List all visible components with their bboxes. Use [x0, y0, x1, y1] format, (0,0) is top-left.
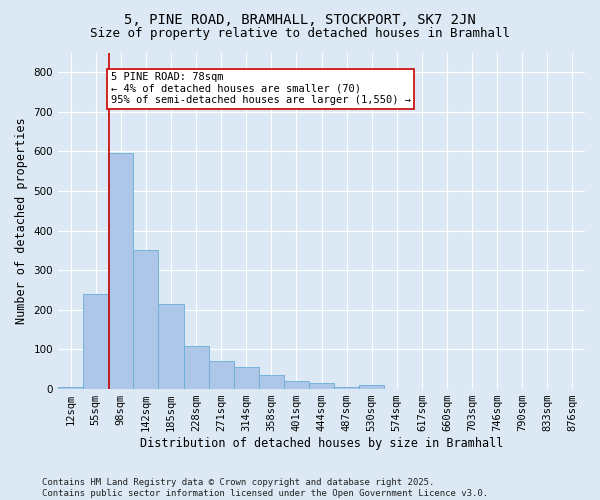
Bar: [58, 387, 83, 389]
Text: Contains HM Land Registry data © Crown copyright and database right 2025.
Contai: Contains HM Land Registry data © Crown c…: [42, 478, 488, 498]
Y-axis label: Number of detached properties: Number of detached properties: [15, 118, 28, 324]
Bar: [309, 383, 334, 389]
Text: 5, PINE ROAD, BRAMHALL, STOCKPORT, SK7 2JN: 5, PINE ROAD, BRAMHALL, STOCKPORT, SK7 2…: [124, 12, 476, 26]
Text: Size of property relative to detached houses in Bramhall: Size of property relative to detached ho…: [90, 28, 510, 40]
X-axis label: Distribution of detached houses by size in Bramhall: Distribution of detached houses by size …: [140, 437, 503, 450]
Bar: [184, 346, 209, 389]
Bar: [108, 154, 133, 389]
Text: 5 PINE ROAD: 78sqm
← 4% of detached houses are smaller (70)
95% of semi-detached: 5 PINE ROAD: 78sqm ← 4% of detached hous…: [111, 72, 411, 106]
Bar: [133, 250, 158, 389]
Bar: [259, 375, 284, 389]
Bar: [284, 381, 309, 389]
Bar: [233, 368, 259, 389]
Bar: [359, 385, 384, 389]
Bar: [334, 387, 359, 389]
Bar: [158, 304, 184, 389]
Bar: [83, 294, 108, 389]
Bar: [209, 362, 233, 389]
